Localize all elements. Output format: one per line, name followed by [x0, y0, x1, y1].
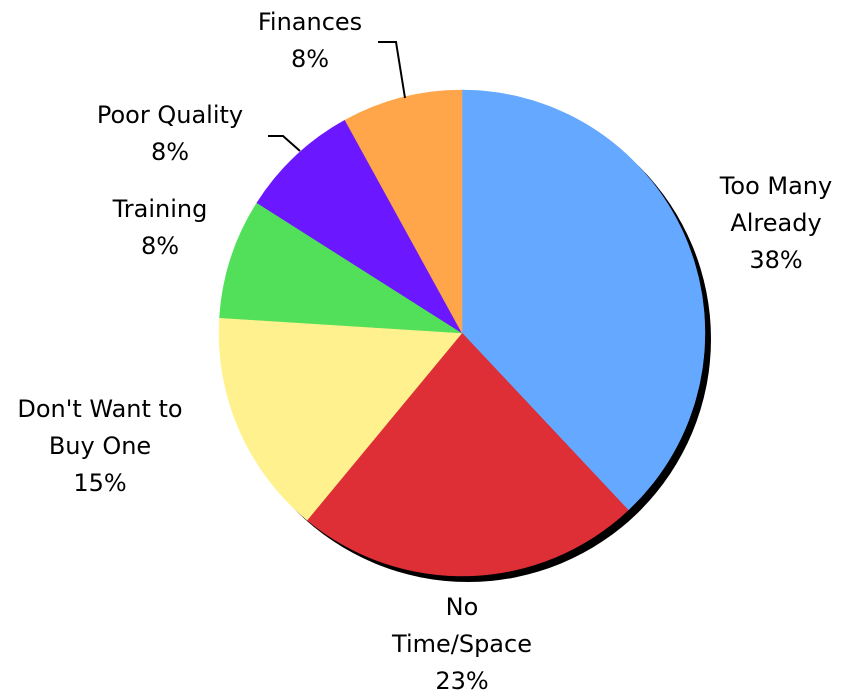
pie-slice — [256, 119, 463, 334]
category-label: Too Many Already — [719, 172, 833, 237]
slice-label: Poor Quality 8% — [97, 97, 243, 171]
category-label: No Time/Space — [392, 593, 532, 658]
slice-label: Finances 8% — [258, 4, 362, 78]
category-label: Training — [112, 195, 208, 223]
pie-slice — [461, 89, 706, 511]
category-label: Poor Quality — [96, 101, 244, 129]
pie-slice — [218, 317, 463, 521]
value-label: 15% — [73, 469, 127, 497]
pie-slice — [219, 202, 463, 334]
category-label: Finances — [257, 8, 363, 36]
slice-label: Don't Want to Buy One 15% — [0, 391, 200, 502]
value-label: 8% — [140, 232, 180, 260]
leader-line — [378, 41, 406, 99]
slice-label: Too Many Already 38% — [701, 168, 851, 279]
value-label: 38% — [749, 246, 803, 274]
pie-slice — [306, 332, 629, 577]
leader-line — [268, 135, 301, 152]
category-label: Don't Want to Buy One — [17, 395, 183, 460]
slice-label: Training 8% — [113, 191, 208, 265]
value-label: 23% — [435, 667, 489, 695]
value-label: 8% — [290, 45, 330, 73]
value-label: 8% — [150, 138, 190, 166]
slice-label: No Time/Space 23% — [387, 589, 537, 700]
pie-slice — [344, 89, 463, 334]
